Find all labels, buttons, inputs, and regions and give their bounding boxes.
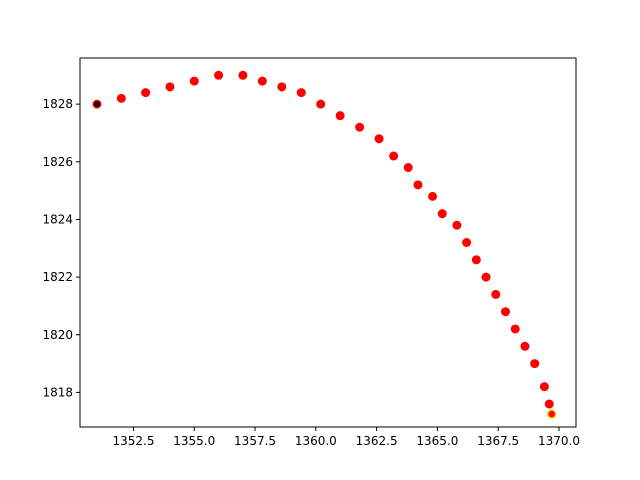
start-point-marker: [94, 101, 101, 108]
data-point: [428, 191, 438, 201]
data-point: [403, 163, 413, 173]
end-point-marker: [546, 409, 557, 419]
data-point: [316, 99, 326, 109]
x-tick-label: 1355.0: [173, 434, 215, 448]
data-point: [491, 289, 501, 299]
x-tick-label: 1370.0: [538, 434, 580, 448]
data-point: [189, 76, 199, 86]
y-tick-label: 1818: [42, 385, 73, 399]
data-point: [116, 93, 126, 103]
data-point: [165, 82, 175, 92]
data-point: [238, 70, 248, 80]
y-tick-label: 1824: [42, 212, 73, 226]
x-tick-label: 1352.5: [112, 434, 154, 448]
y-axis: 1818 1820 1822 1824 1826 1828: [42, 97, 80, 399]
x-tick-label: 1362.5: [356, 434, 398, 448]
data-point: [539, 382, 549, 392]
x-axis: 1352.5 1355.0 1357.5 1360.0 1362.5 1365.0 1367…: [112, 427, 580, 448]
data-point: [389, 151, 399, 161]
data-point: [257, 76, 267, 86]
data-point: [335, 111, 345, 121]
x-tick-label: 1360.0: [295, 434, 337, 448]
data-point: [296, 88, 306, 98]
data-point: [452, 220, 462, 230]
data-point: [141, 88, 151, 98]
x-tick-label: 1357.5: [234, 434, 276, 448]
data-point: [355, 122, 365, 132]
plot-area-frame: [79, 57, 577, 428]
data-point: [462, 238, 472, 247]
data-point: [471, 255, 481, 265]
y-tick-label: 1828: [42, 97, 73, 111]
data-point: [510, 324, 520, 334]
data-point: [277, 82, 287, 92]
data-point: [544, 399, 554, 409]
data-point: [530, 359, 540, 369]
data-point: [214, 70, 224, 80]
data-points: [92, 70, 557, 419]
y-tick-label: 1826: [42, 155, 73, 169]
data-point: [374, 134, 384, 144]
data-point: [520, 341, 530, 351]
data-point: [481, 272, 491, 282]
x-tick-label: 1365.0: [416, 434, 458, 448]
data-point: [437, 209, 447, 219]
data-point: [500, 307, 510, 317]
data-point: [413, 180, 423, 190]
y-tick-label: 1822: [42, 270, 73, 284]
y-tick-label: 1820: [42, 328, 73, 342]
x-tick-label: 1367.5: [477, 434, 519, 448]
